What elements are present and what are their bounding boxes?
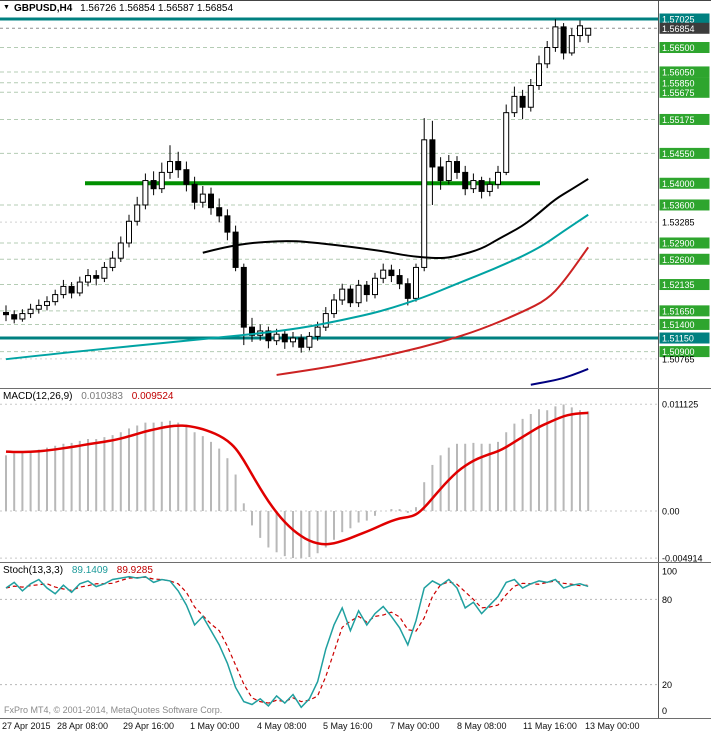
price-axis-label: 1.56854 <box>662 24 695 34</box>
price-axis-label: 1.52135 <box>662 280 695 290</box>
dropdown-arrow-icon[interactable]: ▼ <box>3 4 10 11</box>
macd-label: MACD(12,26,9) <box>3 391 73 402</box>
price-axis-label: 1.56050 <box>662 67 695 77</box>
macd-signal-line <box>5 411 589 546</box>
chart-title: ▼ GBPUSD,H4 1.56726 1.56854 1.56587 1.568… <box>3 3 233 14</box>
price-axis-label: 1.51150 <box>662 334 694 344</box>
ma-slow-black[interactable] <box>202 178 589 260</box>
price-axis-label: 1.53285 <box>662 218 695 228</box>
time-axis[interactable]: 27 Apr 2015 28 Apr 08:00 29 Apr 16:00 1 May… <box>0 718 711 733</box>
price-axis-label: 1.55175 <box>662 115 695 125</box>
date-label: 11 May 16:00 <box>523 721 577 731</box>
price-axis-label: 1.50900 <box>662 347 695 357</box>
price-axis-label: 1.57025 <box>662 15 695 25</box>
ma-long-blue[interactable] <box>530 368 589 386</box>
price-axis-label: 1.54550 <box>662 149 695 159</box>
broker-copyright: FxPro MT4, © 2001-2014, MetaQuotes Softw… <box>4 705 223 715</box>
macd-signal-value: 0.009524 <box>131 391 174 402</box>
stochastic-header: Stoch(13,3,3) 89.1409 89.9285 <box>3 565 153 576</box>
date-label: 4 May 08:00 <box>257 721 307 731</box>
macd-axis-label: 0.011125 <box>662 400 698 410</box>
date-label: 27 Apr 2015 <box>2 721 51 731</box>
macd-axis-label: 0.00 <box>662 507 680 517</box>
date-label: 13 May 00:00 <box>585 721 640 731</box>
ma-slow-red[interactable] <box>276 246 590 376</box>
date-label: 8 May 08:00 <box>457 721 507 731</box>
date-label: 7 May 00:00 <box>390 721 440 731</box>
stochastic-k-value: 89.1409 <box>71 565 108 576</box>
macd-histogram <box>5 404 590 559</box>
price-axis-label: 1.52900 <box>662 238 695 248</box>
price-axis-label: 1.54000 <box>662 179 695 189</box>
chart-symbol-timeframe: GBPUSD,H4 <box>13 3 73 14</box>
price-gridlines <box>0 17 658 360</box>
date-label: 5 May 16:00 <box>323 721 373 731</box>
stoch-axis-label: 0 <box>662 706 667 716</box>
price-axis-label: 1.52600 <box>662 255 695 265</box>
date-label: 28 Apr 08:00 <box>57 721 109 731</box>
chart-ohlc-values: 1.56726 1.56854 1.56587 1.56854 <box>80 3 234 14</box>
price-chart-panel: 1.57025 1.56854 1.56500 1.56050 1.55850 1.556… <box>0 0 711 389</box>
stoch-axis-label: 100 <box>662 567 677 577</box>
macd-canvas[interactable]: 0.011125 0.00 -0.004914 <box>0 389 711 563</box>
date-label: 29 Apr 16:00 <box>123 721 175 731</box>
macd-indicator-panel: 0.011125 0.00 -0.004914 MACD(12,26,9) 0.01… <box>0 388 711 563</box>
macd-main-value: 0.010383 <box>81 391 123 402</box>
stoch-k-line <box>5 575 589 709</box>
price-axis-label: 1.51400 <box>662 320 695 330</box>
macd-axis-label: -0.004914 <box>662 554 703 563</box>
stochastic-canvas[interactable]: 100 80 20 0 <box>0 563 711 719</box>
price-axis-label: 1.53600 <box>662 200 695 210</box>
price-axis-label: 1.50765 <box>662 354 695 364</box>
macd-header: MACD(12,26,9) 0.010383 0.009524 <box>3 391 173 402</box>
date-label: 1 May 00:00 <box>190 721 240 731</box>
stoch-axis-label: 80 <box>662 595 672 605</box>
stochastic-d-value: 89.9285 <box>116 565 153 576</box>
ma-medium-teal[interactable] <box>5 213 589 361</box>
stoch-axis-label: 20 <box>662 680 672 690</box>
price-axis-label: 1.51650 <box>662 306 695 316</box>
stochastic-label: Stoch(13,3,3) <box>3 565 64 576</box>
price-axis-label: 1.55850 <box>662 78 695 88</box>
price-axis-label: 1.56500 <box>662 43 695 53</box>
price-axis-label: 1.55675 <box>662 88 695 98</box>
candles-group <box>3 19 592 353</box>
stochastic-indicator-panel: 100 80 20 0 Stoch(13,3,3) 89.1409 89.9285 F… <box>0 562 711 719</box>
